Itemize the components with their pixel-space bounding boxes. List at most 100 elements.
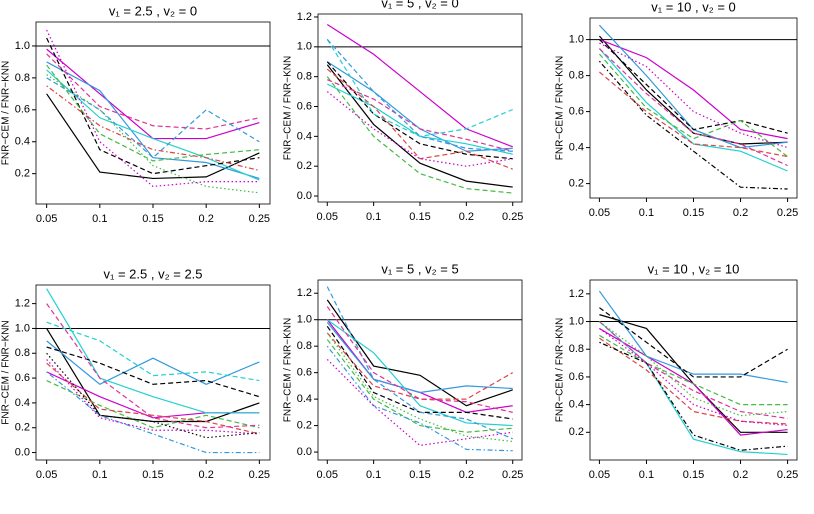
series-line [598,35,788,145]
series-line [326,91,513,167]
series-line [326,332,513,443]
series-line [46,69,260,181]
y-tick-label: 0.6 [297,100,312,112]
panel-title: v₁ = 10 , v₂ = 10 [648,261,740,276]
x-tick-label: 0.2 [199,469,214,481]
series-line [46,53,260,130]
series-line [326,319,513,427]
x-tick-label: 0.2 [459,211,474,223]
x-tick-label: 0.2 [199,213,214,225]
plot-frame [317,279,523,461]
series-line [46,85,260,172]
series-line [326,339,513,433]
x-tick-label: 0.25 [502,469,523,481]
series-line [598,60,788,190]
series-line [46,346,260,398]
y-tick-label: 1.0 [569,34,584,46]
series-line [46,340,260,385]
y-tick-label: 0.0 [297,446,312,458]
series-line [326,68,513,170]
series-line [598,290,788,384]
series-line [599,39,788,140]
series-line [46,64,260,162]
x-tick-label: 0.15 [142,469,163,481]
x-tick-label: 0.15 [683,207,704,219]
series-line [326,38,513,152]
series-line [46,288,260,414]
series-line [326,76,513,194]
y-tick-label: 0.6 [15,104,30,116]
x-tick-label: 0.1 [639,469,654,481]
x-tick-label: 0.05 [589,207,610,219]
series-line [599,321,788,456]
x-tick-label: 0.25 [249,469,270,481]
x-tick-label: 0.1 [92,213,107,225]
y-tick-label: 0.4 [297,393,312,405]
panel-title: v₁ = 5 , v₂ = 5 [381,261,458,276]
x-tick-label: 0.05 [317,469,338,481]
x-tick-label: 0.25 [502,211,523,223]
series-line [46,37,260,175]
series-line [598,39,788,134]
y-tick-label: 1.0 [297,314,312,326]
x-tick-label: 0.15 [409,211,430,223]
x-tick-label: 0.15 [409,469,430,481]
series-line [46,48,260,140]
y-tick-label: 0.6 [15,372,30,384]
series-line [46,303,260,429]
series-line [326,345,513,452]
series-line [599,341,788,451]
series-line [46,74,260,194]
x-tick-label: 0.05 [317,211,338,223]
series-line [599,334,788,406]
series-line [599,307,788,378]
y-tick-label: 0.4 [297,130,312,142]
y-tick-label: 0.6 [569,106,584,118]
series-line [326,286,513,440]
y-tick-label: 0.8 [569,343,584,355]
x-tick-label: 0.1 [366,211,381,223]
y-tick-label: 1.0 [15,322,30,334]
y-tick-label: 0.6 [297,367,312,379]
y-tick-label: 0.8 [297,340,312,352]
y-tick-label: 1.2 [15,298,30,310]
series-line [326,358,513,447]
series-line [326,306,513,413]
panel-title: v₁ = 2.5 , v₂ = 0 [109,3,197,18]
y-axis-label: FNR−CEM / FNR−KNN [283,56,294,160]
series-line [46,77,260,159]
y-tick-label: 0.4 [569,399,584,411]
x-tick-label: 0.1 [366,469,381,481]
x-tick-label: 0.25 [249,213,270,225]
series-line [599,321,788,420]
series-line [326,39,513,137]
x-tick-label: 0.05 [36,469,57,481]
y-tick-label: 0.8 [569,70,584,82]
series-line [326,61,513,160]
series-line [598,53,788,158]
series-line [326,23,513,148]
x-tick-label: 0.1 [639,207,654,219]
y-axis-label: FNR−CEM / FNR−KNN [1,61,12,165]
y-axis-label: FNR−CEM / FNR−KNN [1,320,12,424]
x-tick-label: 0.1 [92,469,107,481]
x-tick-label: 0.25 [777,207,798,219]
series-line [46,328,260,423]
y-tick-label: 0.2 [569,426,584,438]
y-tick-label: 0.2 [15,422,30,434]
y-axis-label: FNR−CEM / FNR−KNN [283,318,294,422]
y-tick-label: 0.0 [297,190,312,202]
series-line [326,321,513,394]
series-line [46,61,260,180]
x-tick-label: 0.15 [142,213,163,225]
series-line [46,352,260,439]
y-tick-label: 1.2 [569,288,584,300]
plot-frame [35,21,271,205]
series-line [326,61,513,152]
plot-frame [589,279,798,461]
y-tick-label: 0.0 [15,446,30,458]
plot-frame [589,17,798,199]
y-tick-label: 0.4 [15,397,30,409]
y-tick-label: 0.4 [569,142,584,154]
